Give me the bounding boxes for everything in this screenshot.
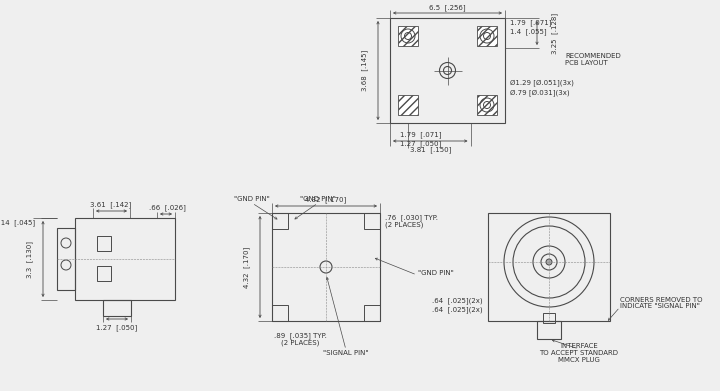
Text: .64  [.025](2x): .64 [.025](2x) (433, 307, 483, 313)
Text: .76  [.030] TYP.
(2 PLACES): .76 [.030] TYP. (2 PLACES) (385, 214, 438, 228)
Bar (75, 218, 175, 300)
Text: 1.4  [.055]: 1.4 [.055] (510, 29, 546, 35)
Text: .64  [.025](2x): .64 [.025](2x) (433, 298, 483, 304)
Bar (477, 26, 497, 46)
Text: .89  [.035] TYP.
(2 PLACES): .89 [.035] TYP. (2 PLACES) (274, 332, 326, 346)
Text: 3.3  [.130]: 3.3 [.130] (26, 240, 33, 278)
Text: .66  [.026]: .66 [.026] (148, 204, 186, 212)
Text: 1.79  [.071]: 1.79 [.071] (400, 132, 441, 138)
Text: "GND PIN": "GND PIN" (300, 196, 336, 202)
Bar (390, 18, 505, 123)
Bar (103, 300, 131, 316)
Bar (272, 213, 380, 321)
Text: Ø.79 [Ø.031](3x): Ø.79 [Ø.031](3x) (510, 89, 570, 96)
Bar (364, 213, 380, 229)
Text: 3.68  [.145]: 3.68 [.145] (361, 50, 368, 91)
Text: RECOMMENDED
PCB LAYOUT: RECOMMENDED PCB LAYOUT (565, 53, 621, 66)
Bar (398, 26, 418, 46)
Text: "SIGNAL PIN": "SIGNAL PIN" (323, 350, 369, 356)
Text: 4.32  [.170]: 4.32 [.170] (243, 246, 250, 288)
Bar (272, 305, 288, 321)
Text: Ø1.29 [Ø.051](3x): Ø1.29 [Ø.051](3x) (510, 79, 574, 86)
Circle shape (546, 259, 552, 265)
Text: "GND PIN": "GND PIN" (234, 196, 270, 202)
Bar (488, 213, 610, 321)
Text: "GND PIN": "GND PIN" (418, 270, 454, 276)
Text: 3.61  [.142]: 3.61 [.142] (91, 202, 132, 208)
Text: 1.27  [.050]: 1.27 [.050] (400, 141, 441, 147)
Text: 4.32  [.170]: 4.32 [.170] (305, 197, 346, 203)
Bar (97, 266, 111, 281)
Text: CORNERS REMOVED TO
INDICATE "SIGNAL PIN": CORNERS REMOVED TO INDICATE "SIGNAL PIN" (620, 296, 703, 310)
Text: 3.25  [.128]: 3.25 [.128] (551, 13, 558, 54)
Text: 1.27  [.050]: 1.27 [.050] (96, 325, 138, 332)
Bar (398, 95, 418, 115)
Text: 6.5  [.256]: 6.5 [.256] (429, 5, 466, 11)
Bar (543, 313, 555, 323)
Text: 1.79  [.071]: 1.79 [.071] (510, 20, 552, 26)
Bar (364, 305, 380, 321)
Text: 1.14  [.045]: 1.14 [.045] (0, 220, 35, 226)
Text: INTERFACE
TO ACCEPT STANDARD
MMCX PLUG: INTERFACE TO ACCEPT STANDARD MMCX PLUG (539, 343, 618, 363)
Bar (57, 228, 75, 290)
Bar (477, 95, 497, 115)
Bar (537, 321, 561, 339)
Bar (97, 236, 111, 251)
Text: 3.81  [.150]: 3.81 [.150] (410, 147, 451, 153)
Bar (272, 213, 288, 229)
